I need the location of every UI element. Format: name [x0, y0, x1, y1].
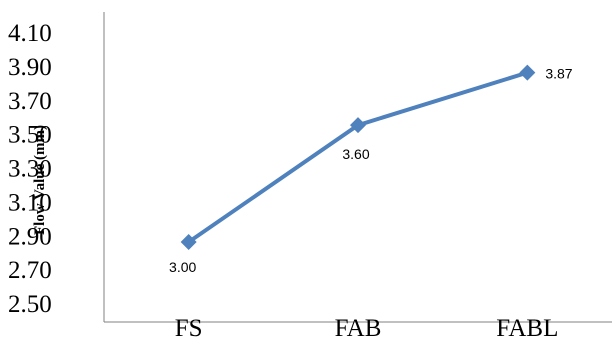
data-label: 3.00 — [169, 259, 196, 275]
y-tick-labels: 4.10 3.90 3.70 3.50 3.30 3.10 2.90 2.70 2.50 — [8, 20, 52, 318]
chart-axes — [103, 12, 612, 323]
data-point-marker — [350, 117, 366, 134]
data-label: 3.60 — [342, 146, 369, 162]
data-point-marker — [519, 64, 536, 81]
y-tick-label: 3.10 — [8, 189, 52, 216]
y-tick-label: 2.70 — [8, 257, 52, 284]
x-category-label: FABL — [496, 315, 558, 338]
data-labels: 3.00 3.60 3.87 — [169, 66, 573, 275]
y-tick-label: 2.50 — [8, 291, 52, 318]
y-axis-label: Flow Value (mm) — [32, 125, 48, 235]
data-point-marker — [180, 234, 197, 251]
y-tick-label: 2.90 — [8, 223, 52, 250]
y-tick-label: 3.50 — [8, 122, 52, 149]
data-label: 3.87 — [545, 66, 572, 82]
x-category-labels: FS FAB FABL — [175, 315, 559, 338]
y-tick-label: 3.30 — [8, 156, 52, 183]
y-tick-label: 3.70 — [8, 88, 52, 115]
series-group — [180, 64, 536, 251]
x-category-label: FS — [175, 315, 203, 338]
y-tick-label: 4.10 — [8, 20, 52, 47]
y-tick-label: 3.90 — [8, 54, 52, 81]
x-category-label: FAB — [335, 315, 382, 338]
